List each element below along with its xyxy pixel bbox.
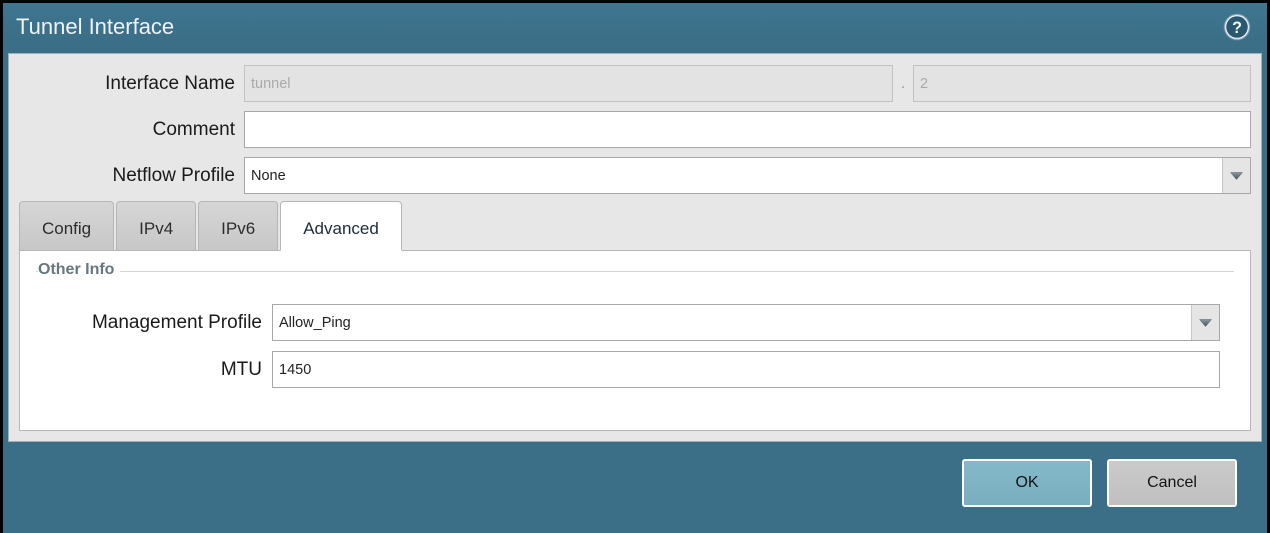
svg-text:?: ? (1232, 19, 1242, 37)
